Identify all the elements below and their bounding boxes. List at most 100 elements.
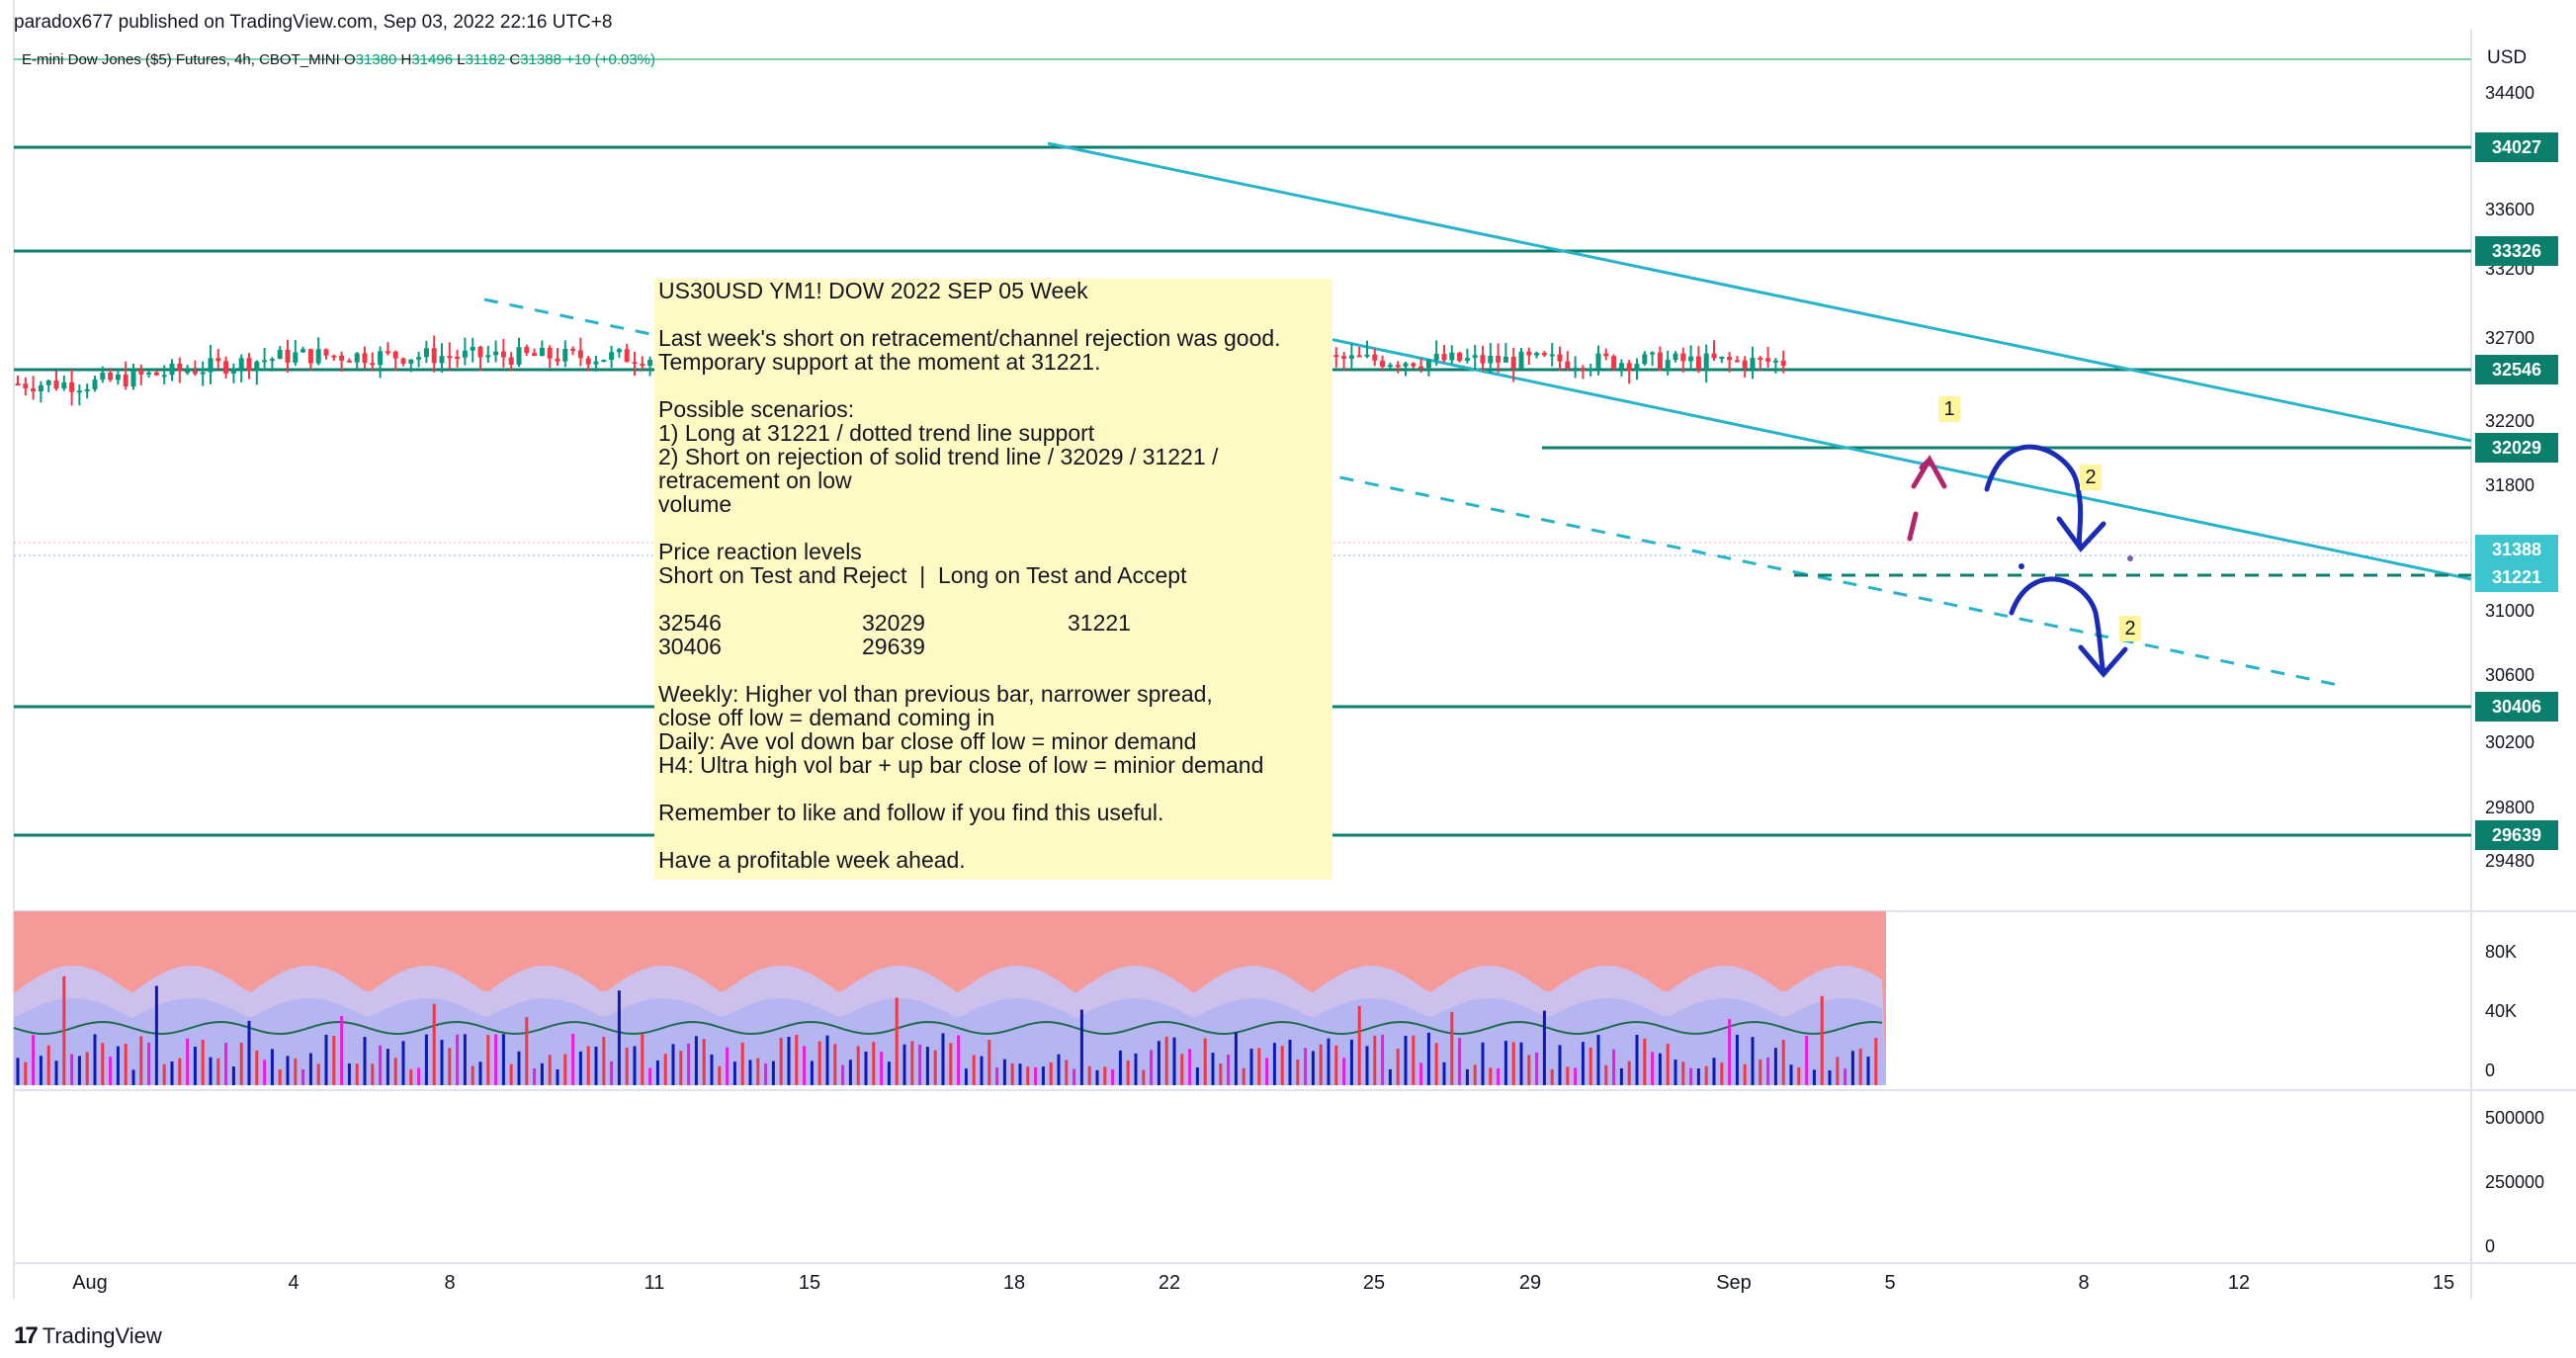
volume-bar	[1134, 1053, 1138, 1085]
candle-body	[1758, 357, 1763, 360]
volume-bar	[1612, 1049, 1616, 1085]
candle-body	[1688, 356, 1694, 362]
level-badge: 29639	[2475, 820, 2558, 850]
analysis-note[interactable]: US30USD YM1! DOW 2022 SEP 05 Week Last w…	[654, 279, 1332, 880]
candle-body	[331, 355, 337, 358]
volume-bar	[1412, 1035, 1416, 1085]
candle-body	[1488, 355, 1494, 364]
volume-bar	[32, 1035, 36, 1085]
volume-bar	[1574, 1067, 1578, 1085]
time-tick: 5	[1884, 1272, 1896, 1294]
candle-body	[301, 349, 306, 353]
volume-bar	[1288, 1039, 1292, 1085]
candle-body	[161, 375, 167, 378]
candle-body	[53, 381, 59, 389]
price-tick: 29480	[2485, 851, 2535, 871]
volume-bar	[486, 1035, 490, 1085]
volume-bar	[1296, 1059, 1300, 1085]
volume-bar	[1227, 1054, 1231, 1085]
volume-bar	[1781, 1039, 1785, 1085]
tradingview-logo[interactable]: 17 TradingView	[14, 1322, 162, 1349]
volume-bar	[347, 1063, 351, 1085]
scenario2-label: 2	[2119, 616, 2141, 641]
volume-bar	[949, 1043, 953, 1085]
volume-bar	[610, 1061, 614, 1085]
volume-bar	[810, 1061, 814, 1085]
volume-bar	[540, 1062, 544, 1085]
volume-bar	[594, 1046, 598, 1085]
candle-body	[100, 373, 106, 381]
volume-bar	[1327, 1038, 1331, 1085]
candle-body	[192, 371, 198, 375]
candle-body	[1464, 358, 1470, 361]
volume-bar	[1404, 1035, 1408, 1085]
volume-bar	[478, 1061, 482, 1085]
candle-body	[1364, 354, 1370, 357]
volume-bar	[463, 1034, 467, 1085]
candle-body	[485, 355, 491, 358]
candle-body	[562, 348, 568, 362]
volume-bar	[841, 1064, 845, 1085]
volume-bar	[1142, 1069, 1146, 1085]
volume-bar	[401, 1041, 405, 1085]
volume-bar	[1751, 1037, 1755, 1085]
volume-bar	[1720, 1062, 1724, 1085]
candle-body	[138, 370, 144, 375]
candle-body	[616, 349, 622, 353]
candle-body	[647, 360, 653, 366]
candle-body	[1341, 356, 1347, 359]
candle-body	[577, 350, 583, 359]
volume-bar	[1558, 1045, 1562, 1085]
candle-body	[423, 348, 429, 358]
candle-body	[1734, 360, 1740, 363]
volume-bar	[24, 1061, 28, 1085]
candle-body	[1680, 353, 1686, 362]
volume-bar	[1234, 1032, 1238, 1085]
volume-bar	[687, 1043, 691, 1085]
candle-body	[1665, 360, 1671, 370]
volume-bar	[424, 1034, 428, 1085]
volume-bar	[1850, 1051, 1854, 1085]
candle-body	[400, 358, 406, 364]
candle-body	[1727, 356, 1733, 361]
volume-bar	[880, 1051, 884, 1085]
candle-body	[385, 351, 390, 354]
volume-bar	[432, 1003, 436, 1085]
level-badge: 30406	[2475, 692, 2558, 721]
volume-bar	[1527, 1055, 1531, 1085]
volume-bar	[1010, 1062, 1014, 1085]
volume-bar	[1396, 1049, 1400, 1085]
price-tick: 32200	[2485, 411, 2535, 431]
volume-bar	[501, 1034, 505, 1085]
candle-body	[532, 353, 538, 357]
candle-body	[1333, 355, 1339, 358]
volume-bar	[987, 1040, 991, 1085]
volume-bar	[147, 1042, 151, 1085]
volume-bar	[817, 1041, 821, 1085]
volume-bar	[1111, 1068, 1115, 1085]
volume-bar	[139, 1036, 143, 1085]
time-tick: 12	[2227, 1272, 2251, 1294]
volume-bar	[872, 1042, 876, 1085]
volume-bar	[186, 1038, 190, 1085]
candle-body	[462, 350, 468, 358]
volume-bar	[263, 1060, 267, 1085]
volume-bar	[1627, 1061, 1631, 1085]
volume-bar	[1589, 1047, 1592, 1085]
volume-bar	[1073, 1068, 1076, 1085]
volume-bar	[1087, 1065, 1091, 1085]
candle-body	[61, 382, 67, 389]
candle-body	[378, 351, 384, 366]
volume-bar	[124, 1044, 128, 1085]
volume-bar	[448, 1048, 452, 1085]
volume-bar	[1026, 1066, 1030, 1085]
candle-body	[516, 347, 522, 365]
candle-body	[208, 358, 214, 373]
candle-body	[23, 383, 29, 388]
candle-body	[431, 348, 437, 364]
volume-bar	[1666, 1044, 1670, 1085]
scenario2-arrow-upper	[1984, 444, 2106, 552]
volume-bar	[1766, 1058, 1770, 1085]
candle-body	[307, 349, 313, 364]
